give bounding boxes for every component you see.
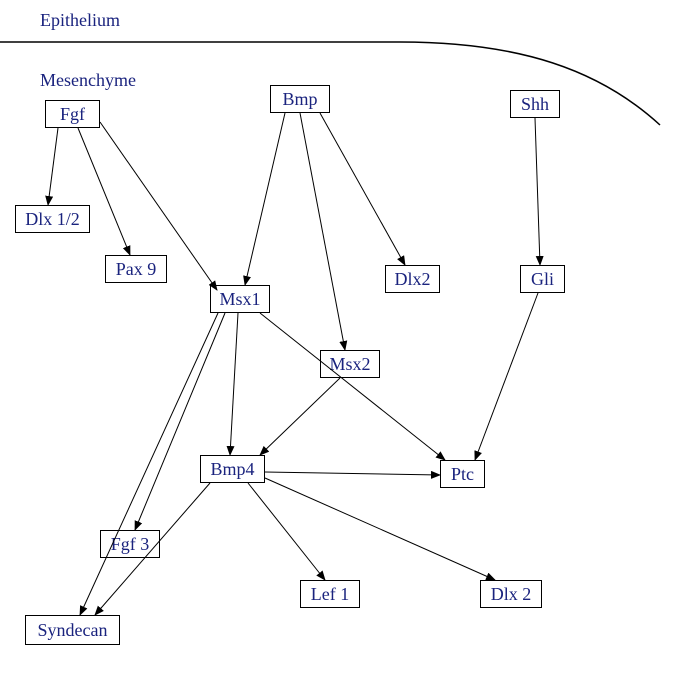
node-fgf3: Fgf 3 xyxy=(100,530,160,558)
node-dlx2b: Dlx 2 xyxy=(480,580,542,608)
node-fgf: Fgf xyxy=(45,100,100,128)
node-shh: Shh xyxy=(510,90,560,118)
edge-bmp-dlx2a xyxy=(320,113,405,265)
edge-fgf-pax9 xyxy=(78,128,130,255)
epithelium-label: Epithelium xyxy=(40,10,120,31)
node-pax9: Pax 9 xyxy=(105,255,167,283)
edge-bmp4-lef1 xyxy=(248,483,325,580)
diagram-svg xyxy=(0,0,677,679)
node-msx1: Msx1 xyxy=(210,285,270,313)
edge-bmp-msx2 xyxy=(300,113,345,350)
edge-msx1-ptc xyxy=(260,313,445,460)
edge-bmp4-dlx2b xyxy=(265,478,495,580)
edge-bmp-msx1 xyxy=(245,113,285,285)
node-dlx2a: Dlx2 xyxy=(385,265,440,293)
node-ptc: Ptc xyxy=(440,460,485,488)
edge-gli-ptc xyxy=(475,293,538,460)
mesenchyme-label: Mesenchyme xyxy=(40,70,136,91)
edge-msx1-syndecan xyxy=(80,313,218,615)
edge-msx1-fgf3 xyxy=(135,313,225,530)
node-bmp: Bmp xyxy=(270,85,330,113)
edge-bmp4-ptc xyxy=(265,472,440,475)
node-msx2: Msx2 xyxy=(320,350,380,378)
edge-shh-gli xyxy=(535,118,540,265)
edge-fgf-dlx12 xyxy=(48,128,58,205)
edge-msx2-bmp4 xyxy=(260,378,340,455)
node-dlx12: Dlx 1/2 xyxy=(15,205,90,233)
node-lef1: Lef 1 xyxy=(300,580,360,608)
node-syndecan: Syndecan xyxy=(25,615,120,645)
node-bmp4: Bmp4 xyxy=(200,455,265,483)
edge-msx1-bmp4 xyxy=(230,313,238,455)
node-gli: Gli xyxy=(520,265,565,293)
